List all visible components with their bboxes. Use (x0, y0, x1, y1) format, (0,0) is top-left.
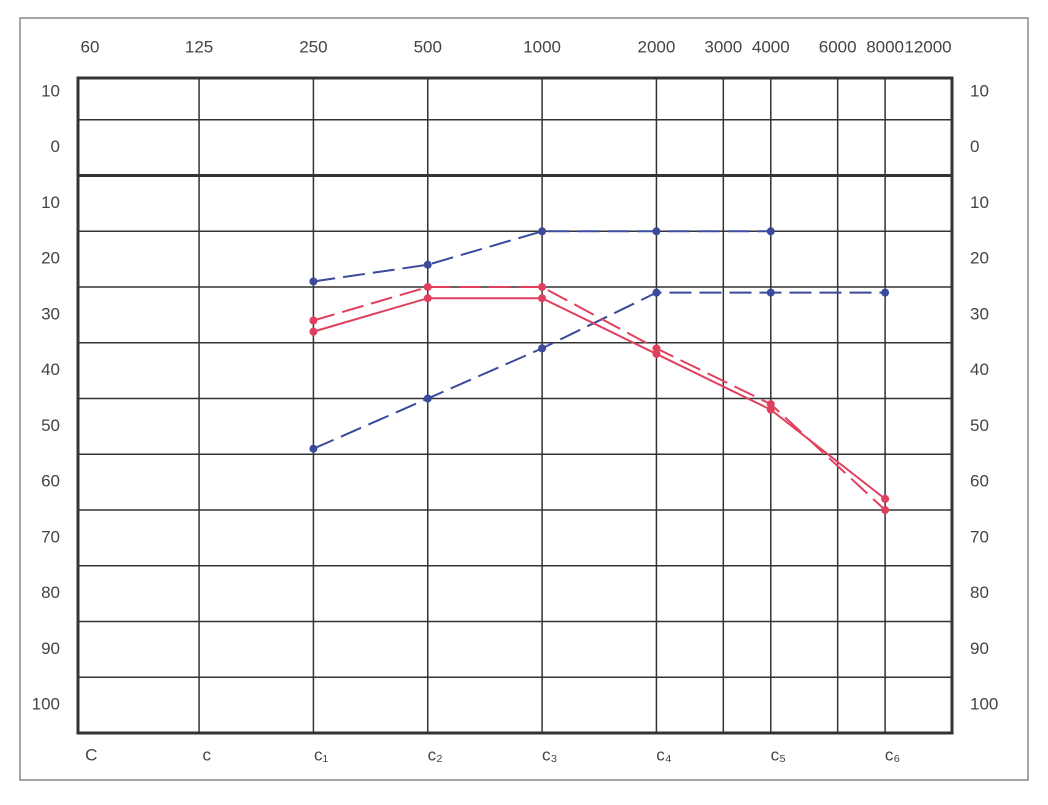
hearing-line (313, 286, 886, 511)
y2-tick-label: 0 (970, 137, 979, 156)
x-tick-label: 1000 (523, 37, 561, 56)
y-tick-label: 80 (41, 583, 60, 602)
y2-tick-label: 80 (970, 583, 989, 602)
hearing-line (313, 230, 771, 283)
hearing-point (766, 400, 775, 409)
hearing-point (538, 344, 547, 353)
hearing-point (423, 283, 432, 292)
y2-tick-label: 20 (970, 249, 989, 268)
y-tick-label: 0 (51, 137, 60, 156)
hearing-point (881, 494, 890, 503)
x-tick-label: 12000 (904, 37, 951, 56)
hearing-point (652, 349, 661, 358)
hearing-point (309, 444, 318, 453)
hearing-point (652, 227, 661, 236)
y2-tick-label: 60 (970, 472, 989, 491)
x-tick-label: 6000 (819, 37, 857, 56)
note-label: c (203, 745, 212, 764)
y-tick-label: 60 (41, 472, 60, 491)
hearing-point (309, 316, 318, 325)
note-label: C (85, 745, 97, 764)
y-tick-label: 20 (41, 249, 60, 268)
x-tick-label: 250 (299, 37, 327, 56)
y2-tick-label: 10 (970, 81, 989, 100)
y2-tick-label: 50 (970, 416, 989, 435)
note-label: c₃ (542, 745, 557, 764)
hearing-point (538, 227, 547, 236)
y2-tick-label: 90 (970, 639, 989, 658)
x-tick-label: 2000 (638, 37, 676, 56)
hearing-point (766, 227, 775, 236)
hearing-point (766, 405, 775, 414)
note-label: c₁ (314, 745, 329, 764)
hearing-point (309, 327, 318, 336)
hearing-point (881, 288, 890, 297)
y-tick-label: 70 (41, 527, 60, 546)
hearing-point (766, 288, 775, 297)
note-label: c₅ (771, 745, 786, 764)
y-tick-label: 10 (41, 193, 60, 212)
y-tick-label: 30 (41, 304, 60, 323)
x-tick-label: 60 (81, 37, 100, 56)
hearing-point (538, 283, 547, 292)
note-label: c₆ (885, 745, 900, 764)
y-tick-label: 90 (41, 639, 60, 658)
y2-tick-label: 70 (970, 527, 989, 546)
x-tick-label: 8000 (866, 37, 904, 56)
hearing-point (881, 506, 890, 515)
y2-tick-label: 100 (970, 695, 998, 714)
hearing-line (313, 297, 886, 500)
hearing-point (538, 294, 547, 303)
y-tick-label: 10 (41, 81, 60, 100)
x-tick-label: 3000 (704, 37, 742, 56)
y2-tick-label: 10 (970, 193, 989, 212)
note-label: c₂ (428, 745, 443, 764)
hearing-point (309, 277, 318, 286)
y2-tick-label: 40 (970, 360, 989, 379)
plot-border (76, 76, 954, 735)
note-label: c₄ (656, 745, 672, 764)
y2-tick-label: 30 (970, 304, 989, 323)
x-tick-label: 4000 (752, 37, 790, 56)
hearing-point (652, 288, 661, 297)
hearing-point (423, 260, 432, 269)
x-tick-label: 125 (185, 37, 213, 56)
hearing-point (423, 394, 432, 403)
y-tick-label: 50 (41, 416, 60, 435)
y-tick-label: 100 (32, 695, 60, 714)
x-tick-label: 500 (414, 37, 442, 56)
hearing-line (313, 291, 886, 450)
hearing-point (423, 294, 432, 303)
hearing-point (652, 344, 661, 353)
y-tick-label: 40 (41, 360, 60, 379)
